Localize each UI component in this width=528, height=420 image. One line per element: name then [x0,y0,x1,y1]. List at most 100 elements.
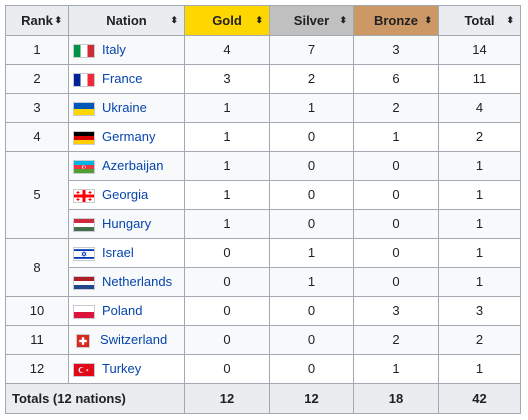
silver-header[interactable]: Silver ⬍ [269,5,354,36]
nation-cell: Germany [68,122,185,152]
nation-link[interactable]: Netherlands [102,274,173,289]
total-cell: 14 [438,35,521,65]
table-row: Netherlands 0 1 0 1 [6,267,521,297]
nation-link[interactable]: Hungary [102,216,152,231]
rank-cell: 11 [5,325,69,355]
total-cell: 1 [438,267,521,297]
bronze-cell: 0 [353,267,439,297]
sort-icon[interactable]: ⬍ [339,15,347,25]
table-row: 11 Switzerland 0 0 2 2 [5,325,521,355]
silver-cell: 0 [269,325,354,355]
rank-cell: 5 [5,151,69,239]
georgia-flag-icon [73,188,95,203]
gold-cell: 0 [184,354,270,384]
nation-cell: Turkey [68,354,185,384]
nation-cell: Poland [68,296,185,326]
table-row: 4 Germany 1 0 1 2 [5,122,521,152]
france-flag-icon [73,72,95,87]
total-cell: 11 [438,64,521,94]
totals-silver: 12 [269,383,354,414]
totals-gold: 12 [184,383,270,414]
gold-cell: 0 [184,296,270,326]
azerbaijan-flag-icon [73,159,95,174]
germany-flag-icon [73,130,95,145]
silver-header-label: Silver [293,12,330,28]
nation-link[interactable]: Turkey [102,361,142,376]
bronze-cell: 1 [353,122,439,152]
bronze-cell: 3 [353,296,439,326]
gold-header[interactable]: Gold ⬍ [184,5,270,36]
nation-link[interactable]: Germany [102,129,156,144]
rank-header[interactable]: Rank ⬍ [5,5,69,36]
silver-cell: 1 [269,267,354,297]
nation-link[interactable]: France [102,71,143,86]
sort-icon[interactable]: ⬍ [424,15,432,25]
gold-cell: 1 [184,122,270,152]
silver-cell: 1 [269,238,354,268]
sort-icon[interactable]: ⬍ [54,15,62,25]
rank-cell: 2 [5,64,69,94]
ukraine-flag-icon [73,101,95,116]
sort-icon[interactable]: ⬍ [506,15,514,25]
table-row: 2 France 3 2 6 11 [5,64,521,94]
table-row: Georgia 1 0 0 1 [6,180,521,210]
bronze-cell: 1 [353,354,439,384]
rank-cell: 1 [5,35,69,65]
bronze-cell: 6 [353,64,439,94]
silver-cell: 1 [269,93,354,123]
nation-link[interactable]: Italy [102,42,126,57]
silver-cell: 0 [269,180,354,210]
table-row: 1 Italy 4 7 3 14 [5,35,521,65]
bronze-cell: 3 [353,35,439,65]
nation-cell: Hungary [68,209,185,239]
nation-link[interactable]: Georgia [102,187,149,202]
nation-cell: Switzerland [68,325,185,355]
silver-cell: 0 [269,354,354,384]
silver-cell: 2 [269,64,354,94]
nation-link[interactable]: Switzerland [100,332,168,347]
gold-cell: 1 [184,151,270,181]
nation-link[interactable]: Israel [102,245,134,260]
total-cell: 1 [438,180,521,210]
table-row: 12 Turkey 0 0 1 1 [5,354,521,384]
table-row: 8 Israel 0 1 0 1 [5,238,521,297]
total-header-label: Total [464,12,495,28]
nation-cell: Israel [68,238,185,268]
silver-cell: 7 [269,35,354,65]
rank-cell: 8 [5,238,69,297]
nation-link[interactable]: Ukraine [102,100,147,115]
bronze-header[interactable]: Bronze ⬍ [353,5,439,36]
total-cell: 1 [438,209,521,239]
netherlands-flag-icon [73,275,95,290]
silver-cell: 0 [269,296,354,326]
medal-table: Rank ⬍ Nation ⬍ Gold ⬍ Silver ⬍ Bronze ⬍ Tota… [5,5,521,414]
rank-cell: 10 [5,296,69,326]
nation-cell: Georgia [68,180,185,210]
sort-icon[interactable]: ⬍ [170,15,178,25]
nation-cell: Netherlands [68,267,185,297]
poland-flag-icon [73,304,95,319]
nation-cell: Azerbaijan [68,151,185,181]
nation-link[interactable]: Poland [102,303,143,318]
silver-cell: 0 [269,151,354,181]
totals-label: Totals (12 nations) [5,383,185,414]
rank-header-label: Rank [21,12,53,28]
total-cell: 1 [438,151,521,181]
total-cell: 2 [438,122,521,152]
gold-cell: 0 [184,325,270,355]
gold-cell: 1 [184,93,270,123]
nation-link[interactable]: Azerbaijan [102,158,164,173]
hungary-flag-icon [73,217,95,232]
israel-flag-icon [73,246,95,261]
bronze-cell: 2 [353,93,439,123]
totals-row: Totals (12 nations) 12 12 18 42 [5,383,521,414]
sort-icon[interactable]: ⬍ [255,15,263,25]
nation-header[interactable]: Nation ⬍ [68,5,185,36]
total-cell: 1 [438,354,521,384]
turkey-flag-icon [73,362,95,377]
silver-cell: 0 [269,209,354,239]
total-header[interactable]: Total ⬍ [438,5,521,36]
silver-cell: 0 [269,122,354,152]
rank-cell: 12 [5,354,69,384]
gold-cell: 1 [184,209,270,239]
